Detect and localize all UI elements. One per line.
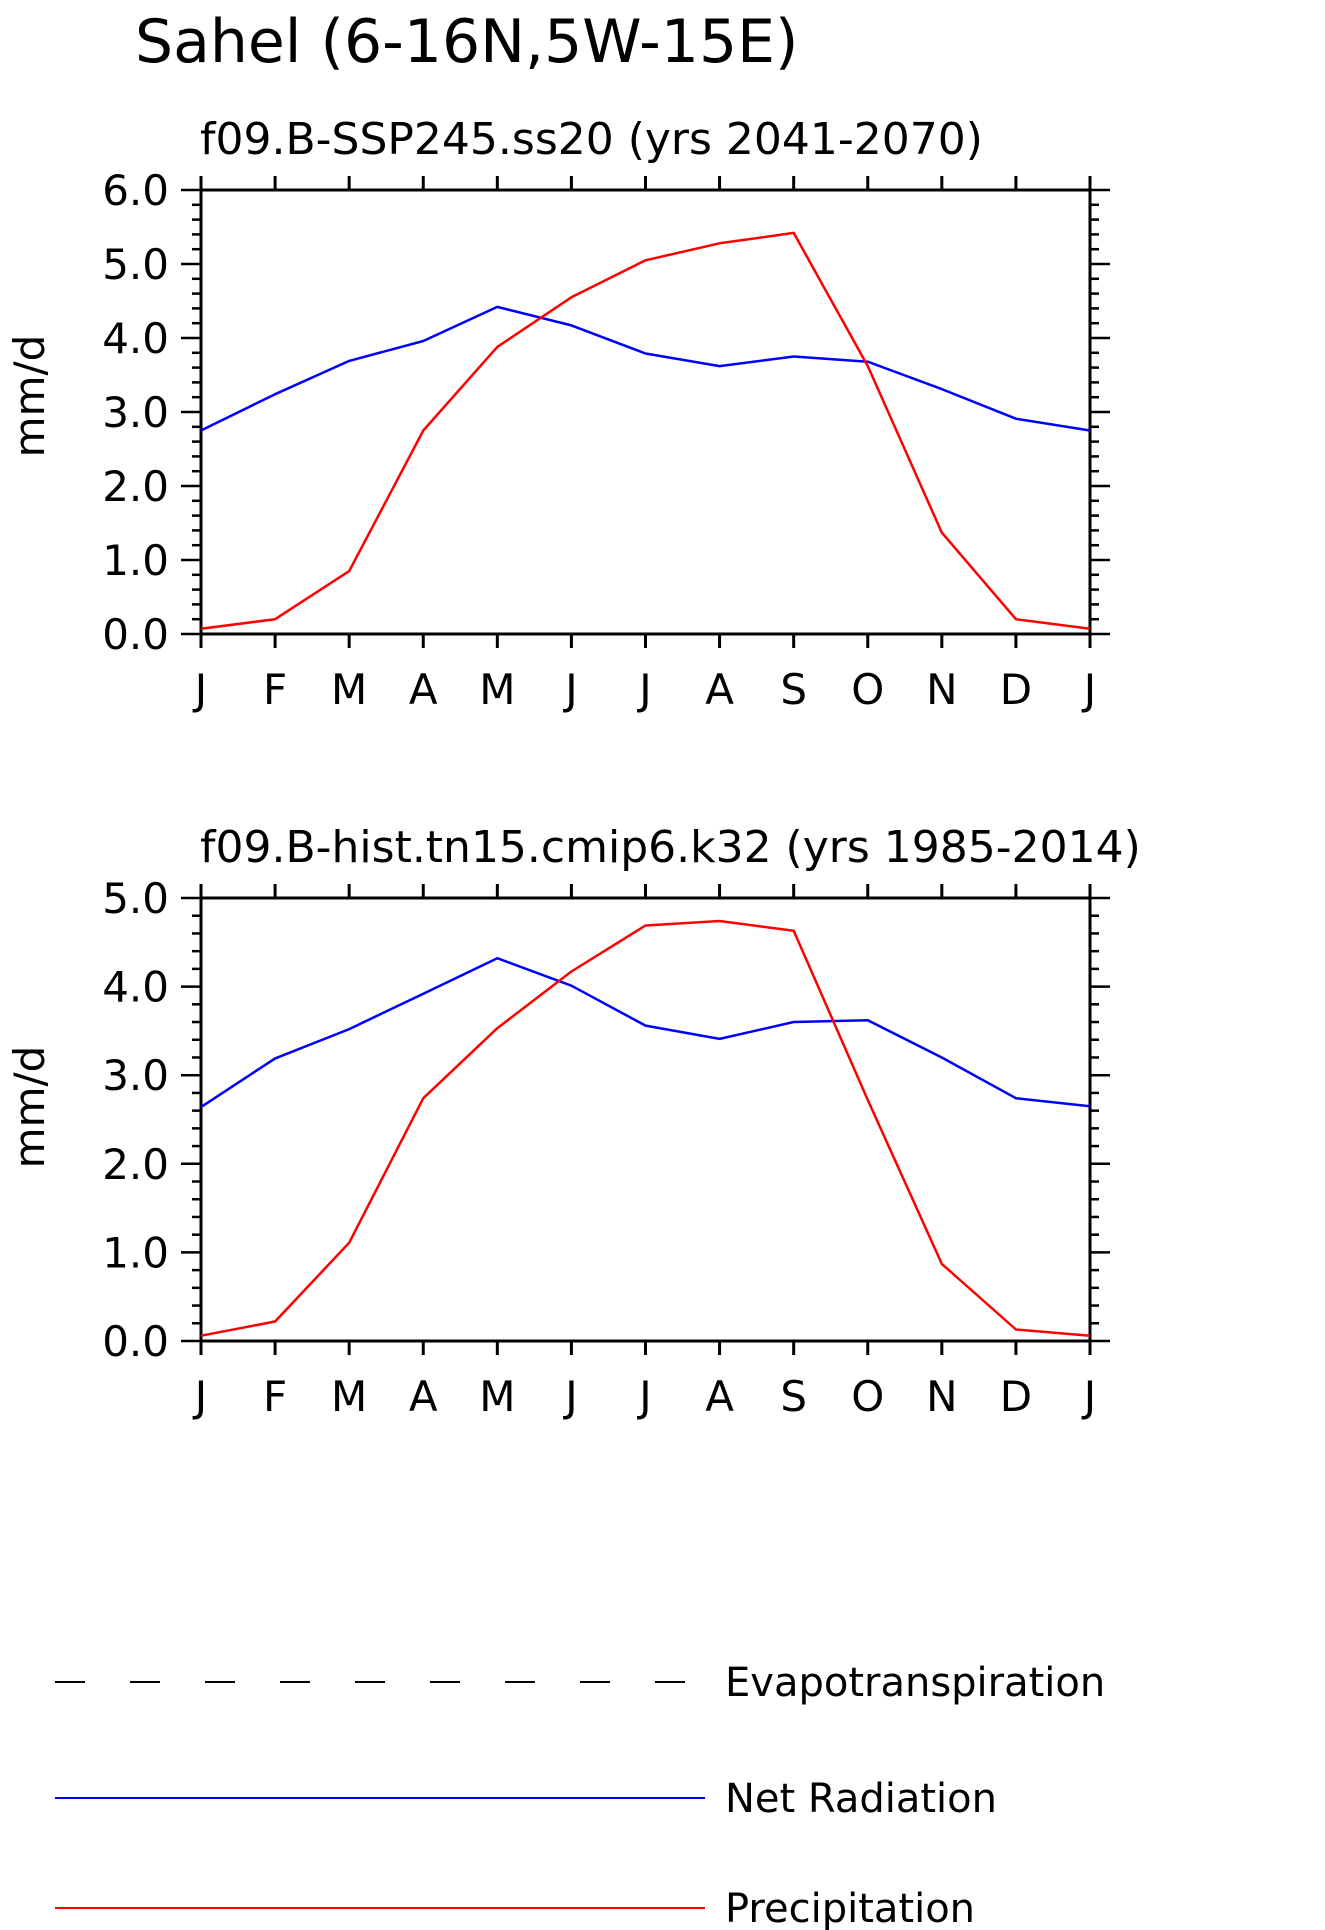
series-line-precipitation (200, 919, 1091, 1337)
x-tick-label: A (409, 1372, 438, 1421)
x-tick-label: A (705, 1372, 734, 1421)
y-tick-label: 4.0 (102, 314, 169, 363)
x-tick-label: O (851, 1372, 884, 1421)
panel-title-bottom: f09.B-hist.tn15.cmip6.k32 (yrs 1985-2014… (200, 822, 1141, 873)
x-tick-label: M (331, 665, 367, 714)
y-tick-label: 0.0 (102, 1317, 169, 1366)
x-tick-label: F (263, 1372, 287, 1421)
x-tick-label: J (562, 1372, 577, 1421)
chart-panel-bottom: f09.B-hist.tn15.cmip6.k32 (yrs 1985-2014… (5, 822, 1141, 1421)
x-tick-label: A (409, 665, 438, 714)
x-tick-label: D (1000, 1372, 1032, 1421)
x-tick-label: S (780, 1372, 807, 1421)
x-tick-label: S (780, 665, 807, 714)
x-tick-label: J (1081, 1372, 1096, 1421)
legend: Evapotranspiration Net Radiation Precipi… (55, 1660, 1105, 1930)
chart-panel-top: f09.B-SSP245.ss20 (yrs 2041-2070) mm/d J… (5, 114, 1110, 714)
y-tick-label: 5.0 (102, 874, 169, 923)
y-axis-title-bottom: mm/d (5, 1046, 54, 1169)
plot-frame (199, 896, 1092, 1343)
x-tick-label: F (263, 665, 287, 714)
y-tick-label: 3.0 (102, 1051, 169, 1100)
x-tick-label: M (331, 1372, 367, 1421)
panel-title-top: f09.B-SSP245.ss20 (yrs 2041-2070) (200, 114, 983, 165)
x-tick-label: A (705, 665, 734, 714)
y-tick-label: 6.0 (102, 166, 169, 215)
legend-label-precipitation: Precipitation (725, 1886, 975, 1930)
x-tick-label: J (192, 665, 207, 714)
y-tick-label: 1.0 (102, 1228, 169, 1277)
y-tick-label: 1.0 (102, 536, 169, 585)
x-tick-label: J (636, 1372, 651, 1421)
y-tick-label: 3.0 (102, 388, 169, 437)
x-tick-label: D (1000, 665, 1032, 714)
figure-title: Sahel (6-16N,5W-15E) (135, 7, 798, 77)
x-tick-label: N (926, 665, 957, 714)
series-line-net-radiation (200, 956, 1091, 1109)
x-tick-label: M (479, 1372, 515, 1421)
x-tick-label: O (851, 665, 884, 714)
x-tick-label: J (192, 1372, 207, 1421)
series-line-precipitation (200, 231, 1091, 631)
x-tick-label: J (636, 665, 651, 714)
y-tick-label: 2.0 (102, 462, 169, 511)
y-tick-label: 2.0 (102, 1140, 169, 1189)
y-tick-label: 4.0 (102, 963, 169, 1012)
x-tick-label: M (479, 665, 515, 714)
plot-frame (199, 188, 1092, 636)
x-tick-label: J (562, 665, 577, 714)
x-tick-label: J (1081, 665, 1096, 714)
y-axis-title-top: mm/d (5, 335, 54, 458)
legend-label-net-radiation: Net Radiation (725, 1776, 997, 1822)
series-line-net-radiation (200, 305, 1091, 432)
y-tick-label: 5.0 (102, 240, 169, 289)
x-tick-label: N (926, 1372, 957, 1421)
legend-label-evapotranspiration: Evapotranspiration (725, 1660, 1105, 1706)
y-tick-label: 0.0 (102, 610, 169, 659)
